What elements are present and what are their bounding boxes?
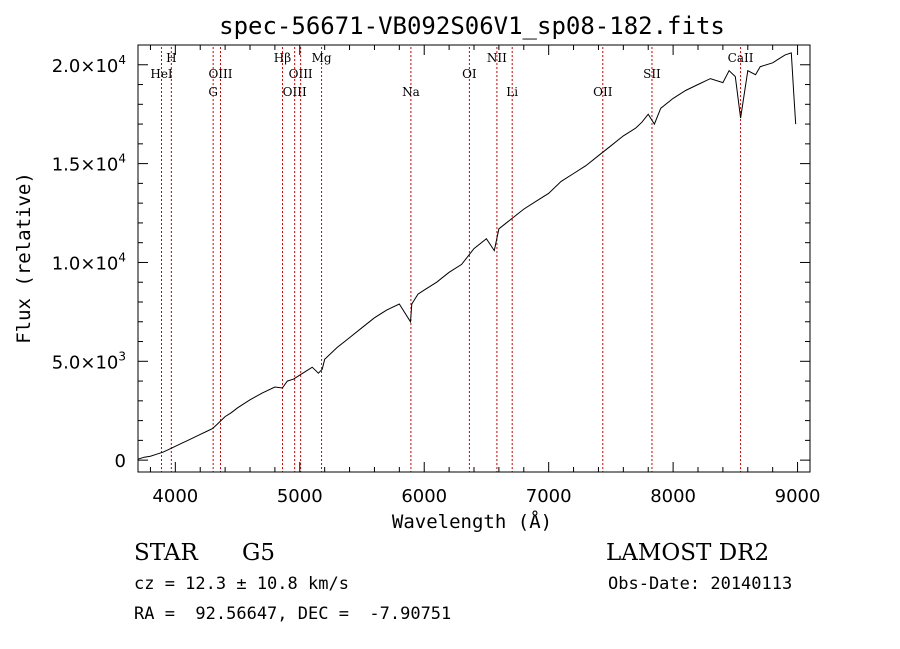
spectral-line-label: HeI: [150, 67, 173, 81]
spectral-line-label: OIII: [283, 85, 307, 99]
y-tick-label: 5.0×103: [52, 349, 126, 373]
chart-title: spec-56671-VB092S06V1_sp08-182.fits: [219, 12, 725, 40]
spectral-line-label: G: [208, 85, 218, 99]
coordinates-readout: RA = 92.56647, DEC = -7.90751: [134, 604, 452, 624]
object-subclass: G5: [242, 540, 276, 566]
x-tick-label: 6000: [401, 486, 447, 507]
spectral-line-label: OIII: [208, 67, 232, 81]
spectral-line-label: OI: [462, 67, 477, 81]
spectral-line-label: OII: [593, 85, 613, 99]
object-class: STAR: [134, 540, 198, 566]
x-tick-label: 5000: [277, 486, 323, 507]
obs-date-readout: Obs-Date: 20140113: [608, 574, 793, 594]
axes: [137, 44, 811, 473]
x-tick-label: 9000: [775, 486, 821, 507]
spectral-line-label: OIII: [289, 67, 313, 81]
x-axis-label: Wavelength (Å): [392, 510, 552, 533]
spectral-line-label: NII: [487, 51, 507, 65]
axis-ticks: 4000 5000 6000 7000 8000 9000 0 5.0×103 1.0×104 1…: [52, 45, 821, 507]
spectral-line-label: Li: [506, 85, 518, 99]
spectrum-line: [137, 52, 797, 460]
y-axis-label: Flux (relative): [13, 172, 35, 344]
spectral-line-markers: HeI H G OIII Hβ OIII OIII Mg Na OI NII Li OII SII CaII: [150, 47, 754, 472]
spectral-line-label: H: [166, 51, 176, 65]
y-tick-label: 1.0×104: [52, 250, 126, 274]
x-tick-label: 7000: [526, 486, 572, 507]
spectral-line-label: Mg: [312, 51, 332, 65]
plot-frame: [137, 44, 811, 473]
redshift-readout: cz = 12.3 ± 10.8 km/s: [134, 574, 349, 594]
y-tick-label: 0: [115, 451, 126, 472]
spectral-line-label: Na: [402, 85, 420, 99]
spectral-line-label: SII: [643, 67, 661, 81]
y-tick-label: 2.0×104: [52, 53, 126, 77]
survey-label: LAMOST DR2: [606, 540, 770, 566]
spectral-line-label: CaII: [728, 51, 754, 65]
x-tick-label: 8000: [650, 486, 696, 507]
x-tick-label: 4000: [152, 486, 198, 507]
spectral-line-label: Hβ: [274, 51, 291, 65]
y-tick-label: 1.5×104: [52, 152, 126, 176]
